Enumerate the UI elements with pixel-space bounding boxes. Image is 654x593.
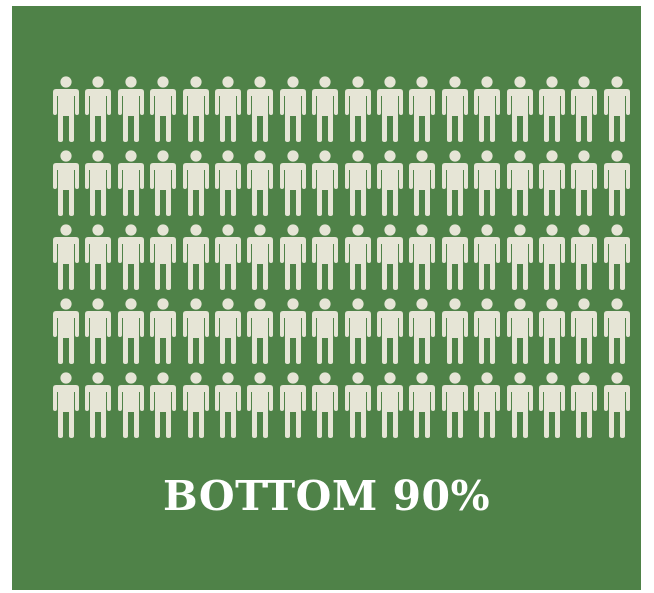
population-label: BOTTOM 90% xyxy=(162,472,491,520)
person-icon xyxy=(150,76,177,142)
person-icon xyxy=(85,150,112,216)
person-icon xyxy=(539,150,565,216)
person-icon xyxy=(150,150,177,216)
person-icon xyxy=(441,76,468,142)
person-icon xyxy=(441,372,468,438)
person-icon xyxy=(53,372,79,438)
person-icon xyxy=(53,298,79,364)
person-icon xyxy=(603,76,630,142)
person-icon xyxy=(247,372,274,438)
person-icon xyxy=(344,372,371,438)
person-icon xyxy=(474,224,501,290)
person-icon xyxy=(377,76,403,142)
person-icon xyxy=(182,76,209,142)
person-icon xyxy=(603,150,630,216)
person-icon xyxy=(279,224,306,290)
person-icon xyxy=(117,224,144,290)
person-icon xyxy=(344,150,371,216)
person-icon xyxy=(247,298,274,364)
person-icon xyxy=(344,76,371,142)
person-icon xyxy=(571,150,598,216)
person-icon xyxy=(377,298,403,364)
person-icon xyxy=(539,224,565,290)
person-icon xyxy=(117,298,144,364)
person-icon xyxy=(441,224,468,290)
person-icon xyxy=(377,150,403,216)
person-icon xyxy=(312,150,339,216)
person-icon-grid xyxy=(50,76,634,446)
person-icon xyxy=(409,372,436,438)
person-icon xyxy=(215,150,241,216)
person-icon xyxy=(344,298,371,364)
person-icon xyxy=(377,224,403,290)
person-icon xyxy=(85,298,112,364)
person-icon xyxy=(53,76,79,142)
person-icon xyxy=(247,150,274,216)
person-icon xyxy=(506,372,533,438)
person-icon xyxy=(377,372,403,438)
person-icon xyxy=(409,76,436,142)
person-icon xyxy=(247,224,274,290)
person-icon xyxy=(571,372,598,438)
person-icon xyxy=(182,150,209,216)
person-icon xyxy=(215,76,241,142)
person-icon xyxy=(539,76,565,142)
person-icon xyxy=(150,372,177,438)
person-icon xyxy=(279,298,306,364)
person-icon xyxy=(603,372,630,438)
person-icon xyxy=(215,298,241,364)
person-icon xyxy=(182,298,209,364)
person-icon xyxy=(474,298,501,364)
person-icon xyxy=(215,224,241,290)
person-icon xyxy=(506,76,533,142)
person-icon xyxy=(279,372,306,438)
person-icon xyxy=(117,372,144,438)
person-icon xyxy=(506,298,533,364)
person-icon xyxy=(150,224,177,290)
person-icon xyxy=(182,224,209,290)
person-icon xyxy=(312,224,339,290)
person-icon xyxy=(279,150,306,216)
person-icon xyxy=(182,372,209,438)
person-icon xyxy=(441,298,468,364)
person-icon xyxy=(474,372,501,438)
person-icon xyxy=(506,150,533,216)
person-icon xyxy=(85,224,112,290)
person-icon xyxy=(117,150,144,216)
person-icon xyxy=(441,150,468,216)
person-icon xyxy=(53,224,79,290)
person-icon xyxy=(506,224,533,290)
person-icon xyxy=(571,76,598,142)
person-icon xyxy=(344,224,371,290)
person-icon xyxy=(215,372,241,438)
person-icon xyxy=(571,298,598,364)
person-icon xyxy=(247,76,274,142)
person-icon xyxy=(312,372,339,438)
person-icon xyxy=(539,298,565,364)
person-icon xyxy=(85,372,112,438)
person-icon xyxy=(603,224,630,290)
person-icon xyxy=(474,150,501,216)
person-icon xyxy=(312,76,339,142)
person-icon xyxy=(312,298,339,364)
infographic-panel: BOTTOM 90% xyxy=(12,6,641,590)
person-icon xyxy=(117,76,144,142)
person-icon xyxy=(409,150,436,216)
person-icon xyxy=(539,372,565,438)
person-icon xyxy=(53,150,79,216)
person-icon xyxy=(85,76,112,142)
person-icon xyxy=(409,298,436,364)
person-icon xyxy=(603,298,630,364)
person-icon xyxy=(409,224,436,290)
person-icon xyxy=(474,76,501,142)
person-icon xyxy=(279,76,306,142)
person-icon xyxy=(571,224,598,290)
person-icon xyxy=(150,298,177,364)
